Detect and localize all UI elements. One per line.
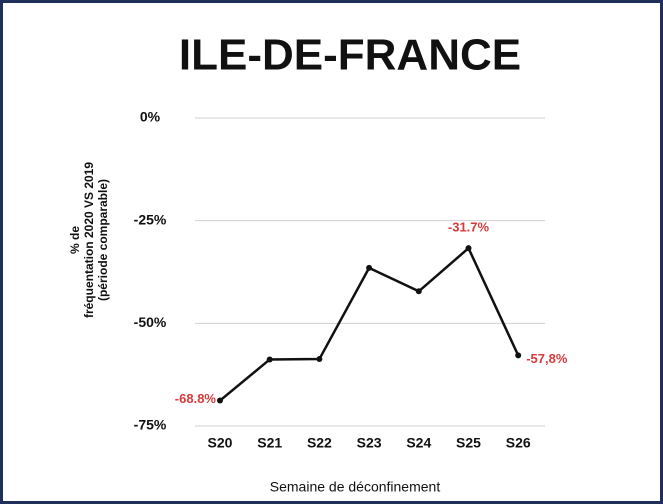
value-label: -68.8% [175,391,217,406]
point [366,264,373,271]
point [465,245,472,252]
x-tick-label: S26 [506,435,531,451]
x-tick-label: S21 [257,435,282,451]
y-axis-label-line: (période comparable) [96,179,110,301]
y-tick-label: -75% [134,417,167,433]
value-label: -57,8% [526,351,568,366]
point [266,356,273,363]
point [316,356,323,363]
y-axis-label-line: fréquentation 2020 VS 2019 [82,162,96,318]
point [415,288,422,295]
y-axis-label-line: % de [68,226,82,254]
line [219,246,520,402]
chart-title: ILE-DE-FRANCE [179,31,521,80]
x-axis-label: Semaine de déconfinement [270,479,441,495]
x-tick-label: S22 [307,435,332,451]
y-tick-label: -50% [134,314,167,330]
y-axis-label: % de fréquentation 2020 VS 2019 (période c… [68,162,110,318]
point [515,352,522,359]
x-tick-label: S24 [406,435,431,451]
x-tick-label: S25 [456,435,481,451]
y-tick-label: 0% [140,109,161,125]
x-tick-label: S20 [208,435,233,451]
y-tick-label: -25% [134,211,167,227]
point [217,397,223,404]
value-label: -31.7% [448,220,490,235]
x-tick-label: S23 [357,435,382,451]
